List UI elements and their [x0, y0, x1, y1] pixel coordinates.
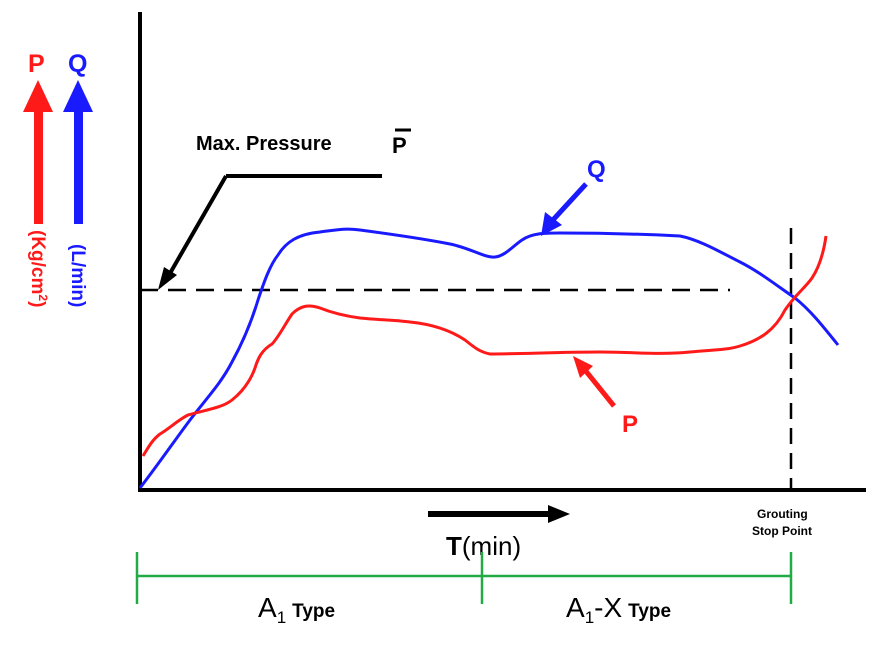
- phase-a1x-label: A1-X Type: [566, 592, 671, 627]
- max-pressure-symbol: P: [392, 128, 411, 158]
- max-pressure-symbol-letter: P: [392, 133, 407, 158]
- time-axis-label: T(min): [446, 531, 521, 561]
- p-pointer-arrow-icon: [573, 356, 616, 408]
- p-unit-label: (Kg/cm2): [27, 230, 50, 307]
- p-curve-label: P: [622, 411, 638, 438]
- q-unit-label: (L/min): [67, 244, 88, 307]
- p-pressure-curve: [141, 235, 828, 457]
- phase-a1-label: A1 Type: [258, 592, 335, 627]
- p-axis-symbol: P: [28, 50, 45, 78]
- stop-point-label-2: Stop Point: [752, 524, 812, 538]
- max-pressure-arrowhead: [158, 267, 177, 290]
- max-pressure-leader-arrow: [163, 175, 228, 284]
- p-up-arrow-icon: [23, 80, 53, 224]
- q-flow-curve: [138, 227, 840, 489]
- q-up-arrow-icon: [63, 80, 93, 224]
- max-pressure-label: Max. Pressure: [196, 133, 332, 155]
- time-arrow-icon: [428, 505, 570, 523]
- stop-point-label-1: Grouting: [757, 507, 808, 521]
- q-axis-symbol: Q: [68, 50, 87, 78]
- q-curve-label: Q: [587, 156, 606, 183]
- q-pointer-arrow-icon: [541, 182, 588, 236]
- phase-bar: [135, 552, 793, 604]
